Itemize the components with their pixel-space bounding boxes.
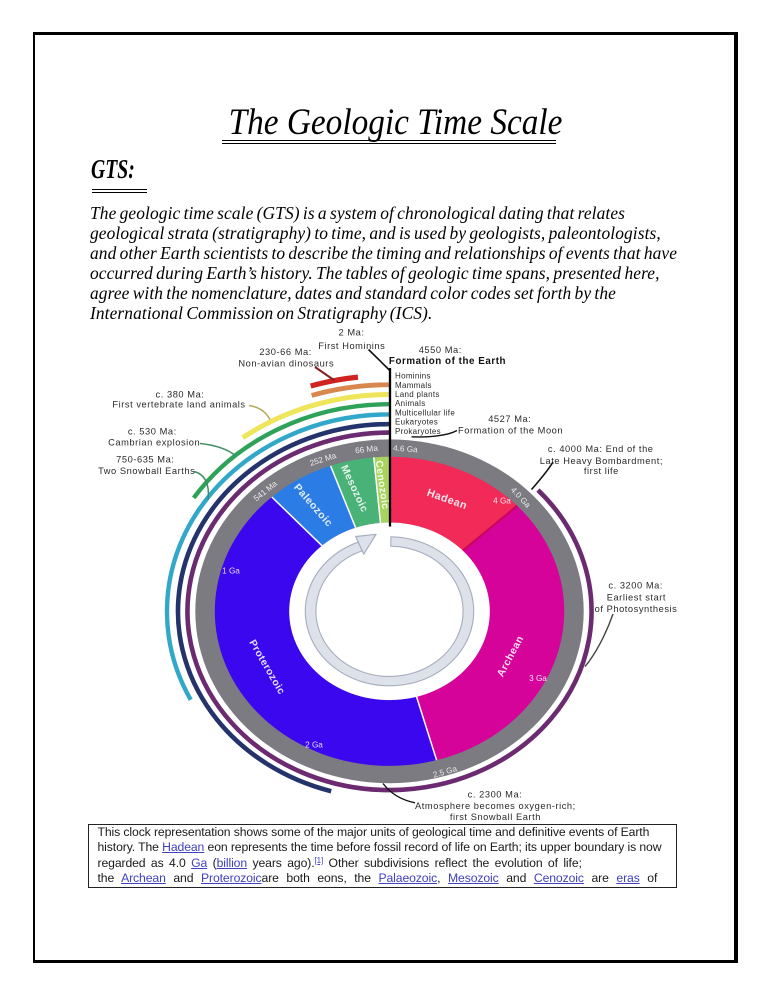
svg-text:Atmosphere becomes oxygen-rich: Atmosphere becomes oxygen-rich; xyxy=(415,801,576,811)
svg-text:Prokaryotes: Prokaryotes xyxy=(395,427,441,436)
svg-text:first life: first life xyxy=(584,466,619,476)
svg-text:1 Ga: 1 Ga xyxy=(222,567,240,576)
svg-text:Formation of the Moon: Formation of the Moon xyxy=(458,426,563,436)
svg-text:Two Snowball Earths: Two Snowball Earths xyxy=(98,466,195,476)
svg-text:Land plants: Land plants xyxy=(395,390,440,399)
svg-text:Hominins: Hominins xyxy=(395,372,431,381)
svg-text:66 Ma: 66 Ma xyxy=(355,444,379,456)
svg-text:4.6 Ga: 4.6 Ga xyxy=(393,444,419,455)
svg-text:2 Ma:: 2 Ma: xyxy=(338,328,364,338)
svg-text:Late Heavy Bombardment;: Late Heavy Bombardment; xyxy=(540,456,663,466)
svg-text:230-66 Ma:: 230-66 Ma: xyxy=(259,347,312,357)
svg-text:Mammals: Mammals xyxy=(395,381,432,390)
svg-text:c. 4000 Ma: End of the: c. 4000 Ma: End of the xyxy=(548,444,654,454)
svg-text:c. 530 Ma:: c. 530 Ma: xyxy=(128,427,177,437)
svg-text:First vertebrate land animals: First vertebrate land animals xyxy=(112,400,245,410)
svg-text:Multicellular life: Multicellular life xyxy=(395,409,455,418)
svg-text:c. 380 Ma:: c. 380 Ma: xyxy=(156,390,205,400)
svg-text:First Hominins: First Hominins xyxy=(318,341,385,351)
svg-text:Formation of the Earth: Formation of the Earth xyxy=(389,356,506,367)
svg-text:Cambrian explosion: Cambrian explosion xyxy=(108,438,200,448)
svg-text:Eukaryotes: Eukaryotes xyxy=(395,418,438,427)
svg-text:Animals: Animals xyxy=(395,399,426,408)
svg-text:4527 Ma:: 4527 Ma: xyxy=(488,414,531,424)
svg-text:4550 Ma:: 4550 Ma: xyxy=(419,345,462,355)
svg-text:Non-avian dinosaurs: Non-avian dinosaurs xyxy=(238,359,334,369)
svg-text:of Photosynthesis: of Photosynthesis xyxy=(595,604,678,614)
svg-text:3 Ga: 3 Ga xyxy=(529,674,547,683)
svg-text:2 Ga: 2 Ga xyxy=(305,741,323,750)
svg-text:first Snowball Earth: first Snowball Earth xyxy=(450,812,541,822)
svg-text:c. 3200 Ma:: c. 3200 Ma: xyxy=(608,581,663,591)
svg-text:4 Ga: 4 Ga xyxy=(493,497,511,506)
svg-text:c. 2300 Ma:: c. 2300 Ma: xyxy=(468,790,523,800)
svg-text:750-635 Ma:: 750-635 Ma: xyxy=(116,455,174,465)
svg-text:Earliest start: Earliest start xyxy=(607,592,666,602)
